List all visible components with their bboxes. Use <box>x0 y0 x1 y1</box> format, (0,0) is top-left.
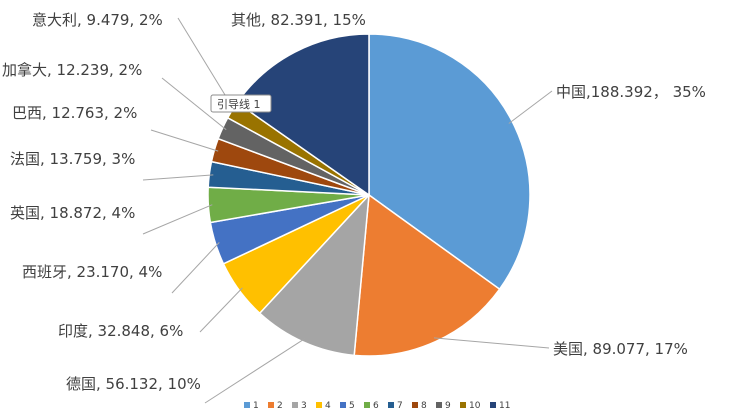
data-labels: 中国,188.392， 35% 美国, 89.077, 17% 德国, 56.132… <box>2 11 706 393</box>
legend-label-2: 2 <box>277 401 283 411</box>
legend-label-5: 5 <box>349 401 355 411</box>
legend-swatch-10 <box>460 402 466 408</box>
legend-swatch-4 <box>316 402 322 408</box>
legend-swatch-1 <box>244 402 250 408</box>
leader-line-2 <box>433 337 550 349</box>
leader-lines <box>142 17 553 404</box>
pie-slice-2 <box>353 193 501 357</box>
legend-label-3: 3 <box>301 401 307 411</box>
data-label-4: 印度, 32.848, 6% <box>58 322 183 340</box>
leader-line-5 <box>171 242 220 294</box>
legend-label-7: 7 <box>397 401 403 411</box>
data-label-9: 加拿大, 12.239, 2% <box>2 61 142 79</box>
legend-swatch-7 <box>388 402 394 408</box>
leader-line-6 <box>142 204 213 235</box>
legend-swatch-8 <box>412 402 418 408</box>
pie-slice-11 <box>236 33 370 197</box>
data-label-7: 法国, 13.759, 3% <box>10 150 135 168</box>
pie-slices <box>207 33 531 357</box>
legend-label-8: 8 <box>421 401 427 411</box>
pie-slice-3 <box>258 192 370 357</box>
leader-line-8 <box>150 129 219 152</box>
data-label-1: 中国,188.392， 35% <box>556 83 706 101</box>
legend-swatch-5 <box>340 402 346 408</box>
data-label-2: 美国, 89.077, 17% <box>553 340 688 358</box>
legend-swatch-2 <box>268 402 274 408</box>
legend-label-10: 10 <box>469 401 481 411</box>
data-label-3: 德国, 56.132, 10% <box>66 375 201 393</box>
legend-label-4: 4 <box>325 401 331 411</box>
legend-swatch-3 <box>292 402 298 408</box>
legend-swatch-6 <box>364 402 370 408</box>
tooltip-box <box>210 94 272 113</box>
data-label-8: 巴西, 12.763, 2% <box>12 104 137 122</box>
data-label-11: 其他, 82.391, 15% <box>231 11 366 29</box>
leader-line-1 <box>508 90 553 124</box>
pie-slice-1 <box>368 33 531 291</box>
leader-line-7 <box>142 174 214 181</box>
leader-line-3 <box>204 337 306 404</box>
leader-line-9 <box>161 77 227 131</box>
leader-line-4 <box>199 287 243 333</box>
legend-label-11: 11 <box>499 401 510 411</box>
legend-label-1: 1 <box>253 401 259 411</box>
legend-swatch-11 <box>490 402 496 408</box>
legend-swatch-9 <box>436 402 442 408</box>
data-label-5: 西班牙, 23.170, 4% <box>22 263 162 281</box>
tooltip-text: 引导线 1 <box>217 97 261 111</box>
legend-label-9: 9 <box>445 401 451 411</box>
leader-line-tooltip: 引导线 1 <box>210 94 272 113</box>
data-label-6: 英国, 18.872, 4% <box>10 204 135 222</box>
legend-label-6: 6 <box>373 401 379 411</box>
data-label-10: 意大利, 9.479, 2% <box>32 11 163 29</box>
legend: 1 2 3 4 5 6 7 8 9 10 11 <box>244 401 510 411</box>
